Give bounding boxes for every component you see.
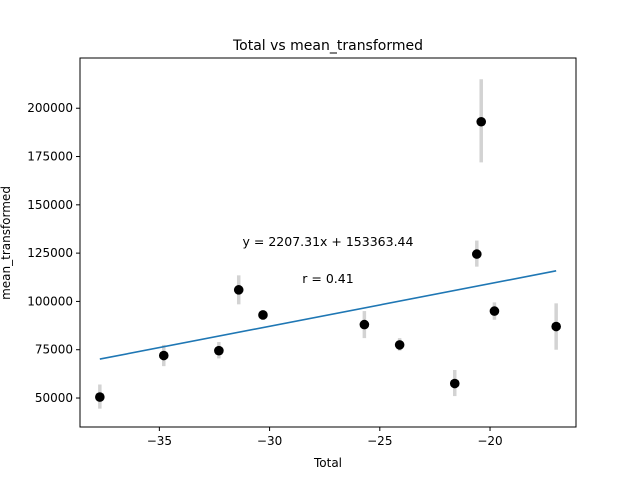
data-point-11 xyxy=(551,321,561,332)
data-point-8 xyxy=(472,249,482,259)
y-tick-label-4: 150000 xyxy=(27,198,73,212)
regression-line xyxy=(99,270,557,360)
y-tick-label-3: 125000 xyxy=(27,246,73,260)
data-point-6 xyxy=(394,340,405,350)
data-points xyxy=(95,116,561,402)
chart-title: Total vs mean_transformed xyxy=(232,38,423,54)
data-point-4 xyxy=(258,310,268,320)
r-value-annotation: r = 0.41 xyxy=(302,271,353,286)
y-axis-ticks: 50000 75000 100000 125000 150000 175000 200000 xyxy=(27,101,80,405)
x-tick-label-3: −20 xyxy=(477,434,502,448)
x-tick-label-0: −35 xyxy=(147,434,172,448)
x-axis-label: Total xyxy=(313,456,342,470)
y-tick-label-6: 200000 xyxy=(27,101,73,115)
data-point-2 xyxy=(214,345,224,356)
data-point-0 xyxy=(95,392,105,402)
data-point-3 xyxy=(233,285,244,295)
equation-annotation: y = 2207.31x + 153363.44 xyxy=(243,234,414,249)
fit-line-layer xyxy=(99,270,557,360)
data-point-5 xyxy=(359,319,370,330)
x-tick-label-2: −25 xyxy=(367,434,392,448)
data-point-10 xyxy=(489,306,500,316)
y-tick-label-5: 175000 xyxy=(27,150,73,164)
plot-frame xyxy=(79,57,577,428)
x-axis-ticks: −35 −30 −25 −20 xyxy=(147,427,503,448)
data-point-9 xyxy=(476,116,487,127)
data-point-7 xyxy=(449,378,460,389)
y-axis-label: mean_transformed xyxy=(0,186,13,300)
x-tick-label-1: −30 xyxy=(257,434,282,448)
data-point-1 xyxy=(158,350,169,361)
y-tick-label-1: 75000 xyxy=(35,343,73,357)
y-tick-label-2: 100000 xyxy=(27,294,73,308)
y-tick-label-0: 50000 xyxy=(35,391,73,405)
